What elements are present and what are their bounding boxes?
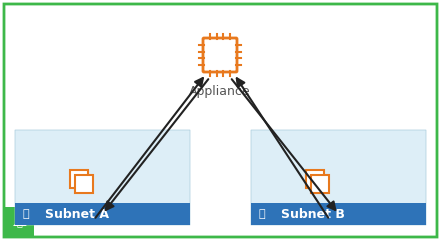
- FancyBboxPatch shape: [251, 203, 426, 225]
- FancyBboxPatch shape: [70, 170, 88, 188]
- Text: Subnet A: Subnet A: [45, 208, 109, 221]
- FancyBboxPatch shape: [75, 175, 93, 193]
- FancyBboxPatch shape: [15, 130, 190, 225]
- FancyBboxPatch shape: [251, 130, 426, 225]
- Text: 🔒: 🔒: [22, 209, 29, 219]
- Text: ☁: ☁: [11, 214, 26, 229]
- Text: 🔒: 🔒: [16, 217, 22, 227]
- FancyBboxPatch shape: [4, 4, 437, 237]
- FancyBboxPatch shape: [4, 207, 34, 237]
- FancyBboxPatch shape: [15, 203, 190, 225]
- Text: VPC: VPC: [50, 210, 80, 226]
- FancyBboxPatch shape: [306, 170, 324, 188]
- Text: 🔒: 🔒: [259, 209, 265, 219]
- Text: Subnet B: Subnet B: [281, 208, 345, 221]
- FancyBboxPatch shape: [15, 203, 37, 225]
- Text: Appliance: Appliance: [189, 85, 251, 98]
- FancyBboxPatch shape: [311, 175, 329, 193]
- FancyBboxPatch shape: [203, 38, 237, 72]
